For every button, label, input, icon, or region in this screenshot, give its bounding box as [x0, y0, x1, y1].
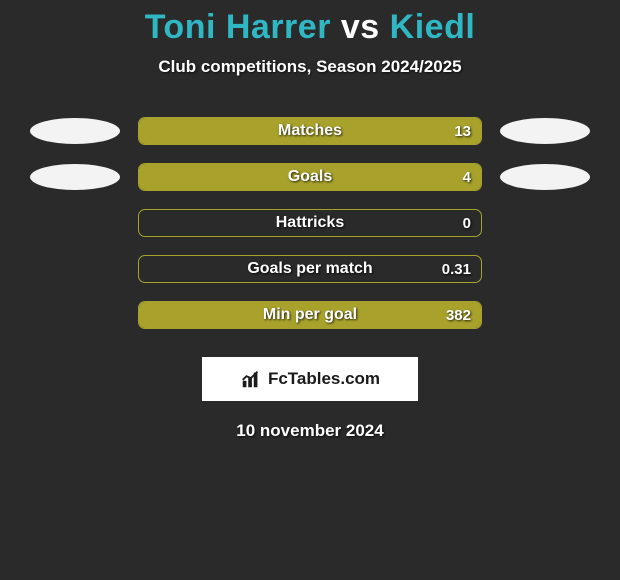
- right-ellipse-icon: [500, 164, 590, 190]
- brand-text: FcTables.com: [268, 369, 380, 389]
- title-player2: Kiedl: [390, 8, 476, 46]
- title-player1: Toni Harrer: [145, 8, 331, 46]
- date-text: 10 november 2024: [0, 421, 620, 441]
- right-spacer: [500, 256, 590, 282]
- title-vs: vs: [341, 8, 380, 46]
- stat-value: 0: [463, 210, 471, 236]
- left-spacer: [30, 302, 120, 328]
- stat-value: 4: [463, 164, 471, 190]
- left-ellipse-icon: [30, 118, 120, 144]
- stat-value: 382: [446, 302, 471, 328]
- stat-value: 0.31: [442, 256, 471, 282]
- right-spacer: [500, 302, 590, 328]
- stat-bar: Hattricks 0: [138, 209, 482, 237]
- stat-label: Min per goal: [139, 302, 481, 328]
- right-ellipse-icon: [500, 118, 590, 144]
- stats-container: Matches 13 Goals 4 Hattricks 0 Goals per…: [0, 117, 620, 329]
- brand-badge: FcTables.com: [202, 357, 418, 401]
- stat-bar: Min per goal 382: [138, 301, 482, 329]
- stat-bar: Matches 13: [138, 117, 482, 145]
- left-spacer: [30, 256, 120, 282]
- subtitle: Club competitions, Season 2024/2025: [0, 57, 620, 77]
- page-title: Toni Harrer vs Kiedl: [0, 0, 620, 47]
- chart-icon: [240, 368, 262, 390]
- stat-value: 13: [454, 118, 471, 144]
- stat-row: Goals 4: [0, 163, 620, 191]
- stat-row: Goals per match 0.31: [0, 255, 620, 283]
- right-spacer: [500, 210, 590, 236]
- stat-label: Goals: [139, 164, 481, 190]
- stat-row: Matches 13: [0, 117, 620, 145]
- stat-label: Hattricks: [139, 210, 481, 236]
- stat-bar: Goals 4: [138, 163, 482, 191]
- left-ellipse-icon: [30, 164, 120, 190]
- stat-bar: Goals per match 0.31: [138, 255, 482, 283]
- stat-row: Hattricks 0: [0, 209, 620, 237]
- stat-row: Min per goal 382: [0, 301, 620, 329]
- left-spacer: [30, 210, 120, 236]
- stat-label: Matches: [139, 118, 481, 144]
- stat-label: Goals per match: [139, 256, 481, 282]
